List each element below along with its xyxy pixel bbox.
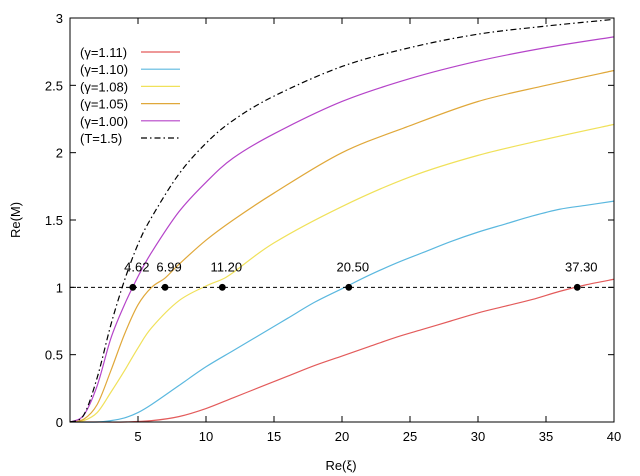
- legend-label-1: (γ=1.11): [80, 45, 127, 60]
- intersection-point-1: [129, 283, 137, 291]
- y-tick-label-7: 3: [56, 11, 63, 26]
- series-line-5: [69, 36, 615, 423]
- intersection-label-2: 6.99: [156, 259, 181, 274]
- x-axis-label: Re(ξ): [325, 458, 356, 473]
- point-layer: 4.62 6.99 11.20 20.50 37.30: [124, 259, 598, 291]
- x-tick-label-8: 40: [607, 429, 621, 444]
- legend-label-5: (γ=1.00): [80, 114, 128, 129]
- legend: (γ=1.11) (γ=1.10) (γ=1.08) (γ=1.05) (γ=1.00)…: [80, 45, 180, 146]
- y-tick-label-4: 1.5: [45, 213, 63, 228]
- intersection-label-5: 37.30: [565, 259, 598, 274]
- intersection-point-4: [345, 283, 353, 291]
- y-tick-label-1: 0: [56, 415, 63, 430]
- series-layer: [69, 18, 615, 423]
- legend-label-4: (γ=1.05): [80, 97, 128, 112]
- x-tick-label-1: 5: [134, 429, 141, 444]
- y-tick-label-3: 1: [56, 280, 63, 295]
- plot-frame: [69, 17, 615, 423]
- intersection-label-1: 4.62: [124, 259, 149, 274]
- intersection-label-3: 11.20: [211, 259, 243, 274]
- x-tick-label-4: 20: [335, 429, 349, 444]
- y-axis-label: Re(M): [8, 202, 23, 238]
- legend-label-6: (T=1.5): [80, 131, 122, 146]
- intersection-point-3: [218, 283, 226, 291]
- intersection-point-5: [573, 283, 581, 291]
- series-line-1: [69, 278, 615, 423]
- x-tick-label-5: 25: [403, 429, 417, 444]
- x-tick-label-6: 30: [471, 429, 485, 444]
- y-tick-label-6: 2.5: [45, 78, 63, 93]
- x-tick-label-3: 15: [267, 429, 281, 444]
- series-line-6: [69, 18, 615, 423]
- intersection-point-2: [161, 283, 169, 291]
- x-tick-label-2: 10: [199, 429, 213, 444]
- series-line-4: [69, 69, 615, 423]
- intersection-label-4: 20.50: [337, 259, 370, 274]
- x-tick-label-7: 35: [539, 429, 553, 444]
- legend-label-2: (γ=1.10): [80, 62, 128, 77]
- legend-label-3: (γ=1.08): [80, 79, 128, 94]
- y-tick-label-2: 0.5: [45, 348, 63, 363]
- y-tick-label-5: 2: [56, 146, 63, 161]
- series-line-3: [69, 123, 615, 423]
- series-line-2: [69, 200, 615, 423]
- axis-layer: 5 10 15 20 25 30 35 40 0 0.5 1 1.5 2 2.5 3: [45, 11, 621, 444]
